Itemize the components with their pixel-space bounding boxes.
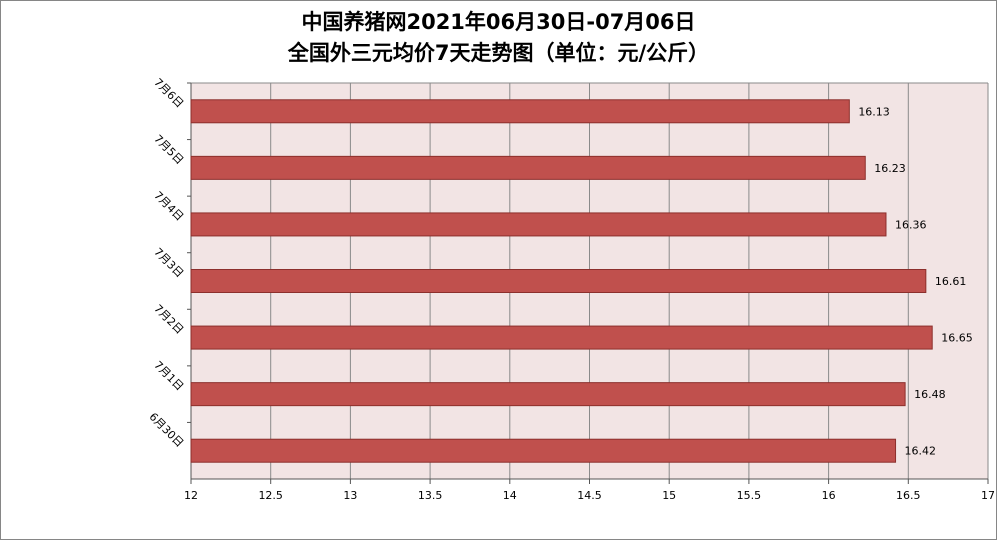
bar: [190, 269, 927, 293]
y-category-label: 7月1日: [151, 359, 186, 394]
data-label: 16.13: [858, 105, 890, 118]
data-label: 16.42: [905, 445, 937, 458]
data-label: 16.61: [935, 275, 967, 288]
y-category-label: 7月2日: [151, 302, 186, 337]
x-tick-label: 13: [343, 489, 357, 502]
y-category-label: 7月4日: [151, 189, 186, 224]
chart-title-line-1: 中国养猪网2021年06月30日-07月06日: [301, 10, 696, 34]
x-tick-label: 14: [503, 489, 517, 502]
x-tick-label: 17: [981, 489, 995, 502]
chart-title: 中国养猪网2021年06月30日-07月06日 全国外三元均价7天走势图（单位：…: [1, 7, 996, 69]
bar: [190, 155, 866, 180]
data-label: 16.36: [895, 218, 927, 231]
bar: [190, 99, 850, 124]
bar: [190, 212, 887, 237]
x-tick-label: 12: [184, 489, 198, 502]
y-category-label: 7月5日: [151, 132, 186, 167]
chart-title-line-2: 全国外三元均价7天走势图（单位：元/公斤）: [287, 41, 710, 65]
x-tick-label: 16: [822, 489, 836, 502]
x-tick-label: 12.5: [258, 489, 283, 502]
x-tick-label: 15.5: [737, 489, 762, 502]
y-category-label: 7月3日: [151, 245, 186, 280]
y-category-label: 7月6日: [151, 76, 186, 111]
x-tick-label: 15: [662, 489, 676, 502]
bar: [190, 438, 897, 463]
y-category-label: 6月30日: [146, 410, 186, 450]
data-label: 16.23: [874, 162, 906, 175]
data-label: 16.48: [914, 388, 946, 401]
x-tick-label: 16.5: [896, 489, 921, 502]
data-label: 16.65: [941, 332, 973, 345]
bar: [190, 325, 933, 350]
bar: [190, 382, 906, 407]
x-tick-label: 14.5: [577, 489, 602, 502]
x-tick-label: 13.5: [418, 489, 443, 502]
